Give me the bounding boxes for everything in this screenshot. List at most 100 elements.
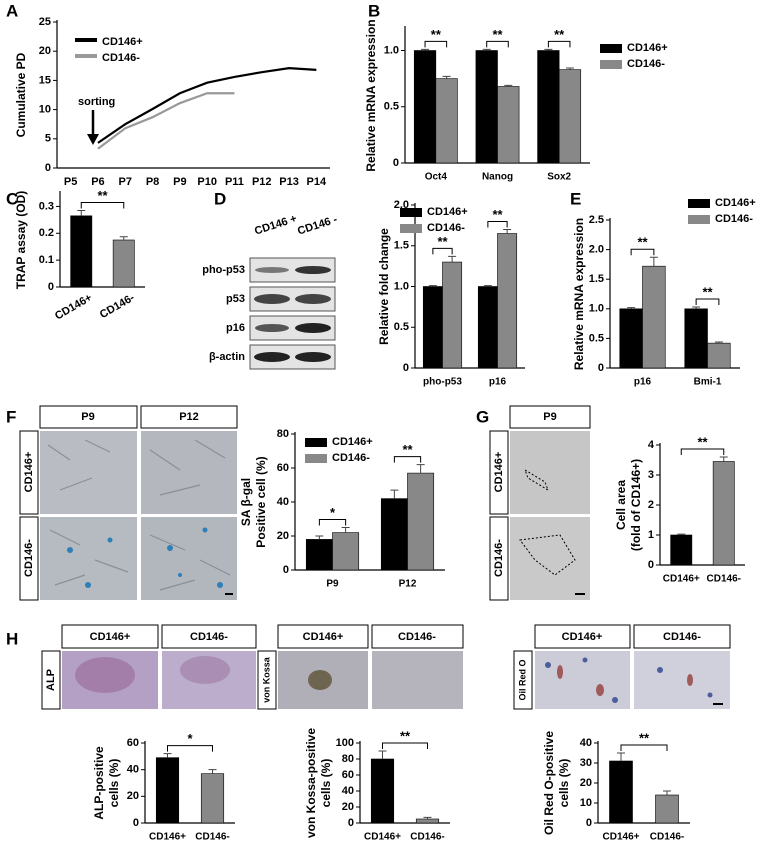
bar	[642, 265, 666, 369]
significance-label: **	[431, 27, 442, 42]
significance-label: **	[697, 434, 708, 449]
y-axis-label: TRAP assay (OD)	[14, 191, 28, 289]
error-bar	[544, 48, 553, 51]
row-label: Oil Red O	[517, 659, 527, 700]
y-tick-label: 0	[283, 564, 289, 576]
y-tick-label: 100	[336, 737, 354, 749]
stain	[75, 657, 135, 693]
significance-bracket	[547, 40, 571, 48]
y-axis-label: cells (%)	[107, 759, 121, 808]
y-tick-label: 20	[580, 777, 592, 789]
x-tick-label: P9	[173, 176, 186, 188]
significance-label: **	[437, 234, 448, 249]
x-tick-label: Nanog	[482, 172, 513, 183]
bar	[155, 757, 180, 824]
x-tick-label: p16	[634, 377, 652, 388]
x-tick-label: CD146+	[149, 832, 186, 843]
x-tick-label: P14	[307, 176, 327, 188]
bar	[305, 539, 333, 571]
blot-column: CD146 -	[296, 213, 339, 237]
significance-label: **	[702, 284, 713, 299]
significance-label: **	[492, 27, 503, 42]
x-tick-label: CD146-	[410, 832, 444, 843]
error-bar	[719, 456, 728, 462]
column-label: CD146+	[90, 631, 131, 643]
significance-bracket	[318, 519, 347, 526]
bar	[380, 498, 408, 571]
legend-label: CD146-	[332, 452, 370, 464]
micrograph	[141, 517, 237, 600]
legend-swatch	[305, 454, 327, 463]
row-label: CD146-	[493, 539, 505, 577]
y-tick-label: 0.2	[39, 227, 54, 239]
row-label: von Kossa	[261, 656, 271, 703]
blot-row: p53	[226, 293, 245, 305]
blot-row: p16	[226, 322, 245, 334]
legend-swatch	[305, 438, 327, 447]
significance-bracket	[80, 201, 125, 209]
error-bar	[77, 209, 86, 216]
column-label: P9	[543, 411, 556, 423]
legend-label: CD146-	[427, 222, 465, 234]
significance-bracket	[382, 742, 428, 749]
legend-label: CD146-	[715, 213, 753, 225]
bar	[609, 760, 633, 824]
significance-label: *	[330, 505, 336, 520]
y-axis-label: Cumulative PD	[14, 52, 28, 137]
y-axis-label: ALP-positive	[92, 746, 106, 820]
significance-label: **	[554, 27, 565, 42]
annotation: sorting	[78, 96, 115, 108]
x-tick-label: P12	[252, 176, 272, 188]
error-bar	[677, 533, 686, 535]
row-label: CD146+	[493, 452, 505, 493]
y-tick-label: 0	[348, 817, 354, 829]
significance-bracket	[487, 220, 508, 228]
h-images: CD146+ CD146- ALP CD146+ CD146- von Koss…	[41, 624, 731, 710]
line	[97, 67, 317, 144]
micrograph	[372, 651, 463, 709]
cells	[47, 439, 231, 591]
error-bar	[503, 228, 512, 234]
error-bar	[692, 306, 701, 309]
micrograph	[634, 651, 730, 709]
column-header	[140, 405, 238, 429]
y-axis-label: cells (%)	[319, 759, 333, 808]
y-tick-label: 80	[277, 428, 289, 440]
column-label: P9	[81, 411, 94, 423]
micrograph	[141, 431, 237, 514]
bar	[435, 78, 458, 164]
bar	[370, 758, 395, 824]
y-tick-label: 0	[598, 362, 604, 374]
micrograph	[510, 431, 590, 514]
y-tick-label: 1.0	[394, 280, 409, 292]
error-bar	[423, 816, 432, 819]
bar	[497, 233, 518, 369]
legend-label: CD146-	[627, 58, 665, 70]
x-tick-label: CD146-	[707, 574, 741, 585]
y-tick-label: 40	[580, 737, 592, 749]
stain	[308, 670, 332, 690]
band	[295, 266, 331, 274]
line	[97, 92, 235, 150]
column-header	[633, 624, 731, 649]
x-tick-label: Bmi-1	[694, 377, 722, 388]
significance-bracket	[393, 456, 422, 463]
x-tick-label: P9	[326, 579, 339, 590]
y-tick-label: 15	[39, 74, 51, 86]
panel-letter: D	[214, 189, 226, 208]
x-tick-label: CD146-	[650, 832, 684, 843]
x-tick-label: CD146+	[53, 292, 94, 323]
y-axis-label: von Kossa-positive	[304, 728, 318, 838]
bar	[558, 69, 582, 164]
bar	[477, 286, 498, 369]
error-bar	[341, 527, 350, 533]
significance-bracket	[167, 745, 213, 752]
arrow-head	[87, 134, 99, 145]
bar	[112, 239, 135, 288]
y-tick-label: 2	[648, 499, 654, 511]
micrograph	[510, 517, 590, 600]
f-images: P9 P12 CD146+ CD146-	[19, 405, 238, 601]
band	[254, 294, 290, 304]
y-axis-label: Relative fold change	[377, 228, 391, 345]
y-axis-label: Positive cell (%)	[254, 456, 268, 547]
